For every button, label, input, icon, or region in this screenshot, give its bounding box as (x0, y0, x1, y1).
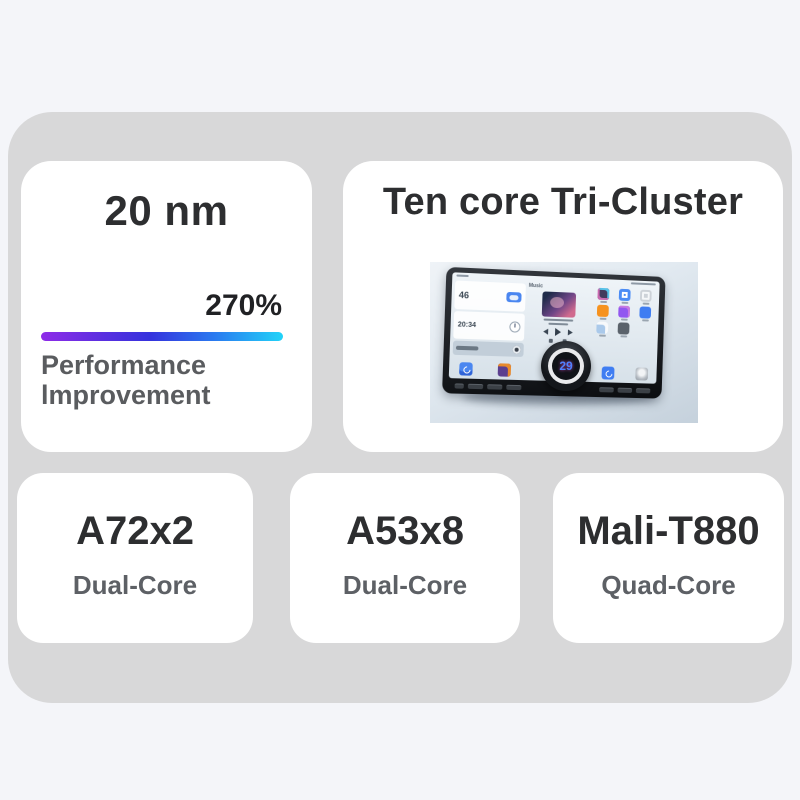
dvr-icon (617, 322, 630, 338)
previous-track-icon (543, 328, 549, 335)
analog-clock-icon (509, 321, 521, 333)
settings-icon (639, 289, 652, 305)
ten-core-card: Ten core Tri-Cluster 46 (343, 161, 783, 452)
process-node-card: 20 nm 270% Performance lmprovement (21, 161, 312, 452)
next-track-icon (567, 329, 573, 336)
settings-dial-icon (635, 367, 649, 381)
spec-card-a53: A53x8 Dual-Core (290, 473, 520, 643)
app-drawer-icon (597, 287, 610, 304)
spec-subtitle: Dual-Core (72, 570, 198, 600)
hardware-button (599, 387, 614, 393)
spec-title: A53x8 (346, 509, 464, 553)
media-app-icon (497, 363, 512, 377)
head-unit-photo: 46 20:34 (430, 262, 698, 423)
voice-text-bar (455, 345, 479, 351)
volume-knob: 29 (541, 341, 591, 391)
file-manager-icon (618, 288, 631, 304)
button-group-left (454, 383, 522, 391)
performance-gradient-bar (41, 332, 283, 341)
clock-time: 20:34 (457, 321, 477, 329)
track-title-bar (543, 318, 574, 322)
knob-value: 29 (559, 359, 573, 373)
button-group-right (599, 387, 651, 394)
spec-card-mali: Mali-T880 Quad-Core (553, 473, 784, 643)
music-label: Music (528, 282, 544, 290)
knob-display: 29 (552, 352, 580, 380)
hardware-button (635, 388, 651, 394)
ten-core-title: Ten core Tri-Cluster (382, 181, 744, 223)
spec-subtitle: Dual-Core (342, 570, 468, 600)
process-node-title: 20 nm (104, 187, 229, 234)
voice-widget (452, 340, 524, 357)
weather-app-icon (596, 321, 609, 337)
track-artist-bar (548, 322, 569, 326)
gallery-icon (618, 305, 631, 321)
widget-column: 46 20:34 (452, 280, 526, 357)
play-icon (554, 327, 562, 337)
spec-card-a72: A72x2 Dual-Core (17, 473, 253, 643)
performance-caption: Performance lmprovement (41, 350, 211, 410)
hardware-button (487, 384, 503, 390)
hardware-button (454, 383, 464, 389)
cloud-icon (506, 291, 522, 303)
carplay-icon (459, 362, 473, 376)
album-art (541, 291, 577, 318)
hardware-button (617, 387, 633, 393)
performance-percent: 270% (205, 289, 282, 322)
clock-widget: 20:34 (453, 310, 525, 341)
spec-subtitle: Quad-Core (601, 570, 736, 600)
hardware-button (467, 383, 484, 390)
playback-controls (543, 327, 573, 337)
phone-icon (639, 306, 652, 322)
nes-game-icon (596, 304, 609, 320)
weather-temp: 46 (458, 289, 470, 301)
app-grid (590, 287, 656, 361)
weather-widget: 46 (454, 280, 526, 312)
performance-caption-line1: Performance (41, 350, 207, 380)
hardware-button (506, 384, 522, 391)
performance-caption-line2: lmprovement (41, 380, 211, 410)
voice-button-icon (512, 345, 521, 354)
bluetooth-phone-icon (601, 366, 615, 380)
spec-title: A72x2 (76, 509, 194, 553)
spec-title: Mali-T880 (577, 509, 760, 553)
